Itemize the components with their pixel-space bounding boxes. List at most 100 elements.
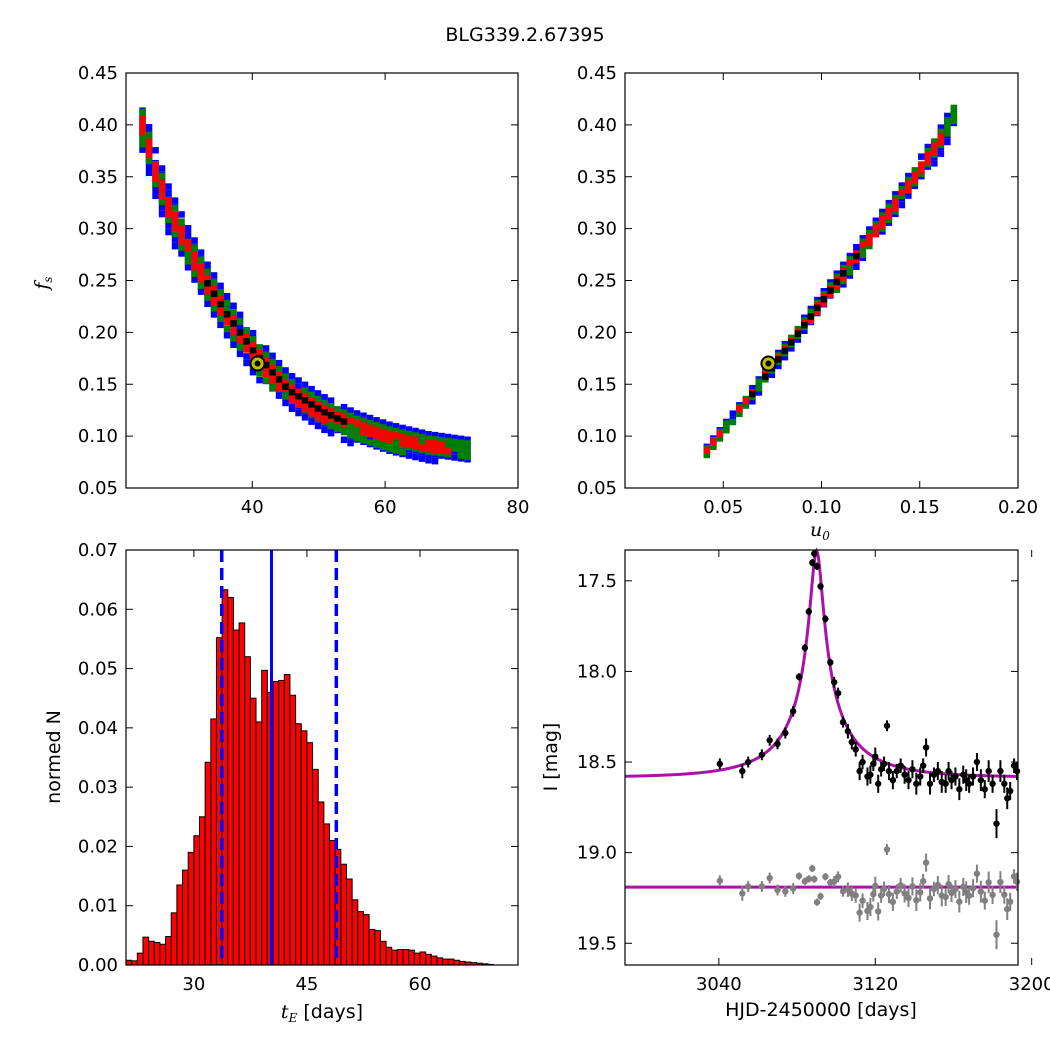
y-tick-label: 0.40 xyxy=(577,115,617,136)
contour-cell-1sigma xyxy=(905,180,912,187)
contour-cell-3sigma xyxy=(145,163,153,170)
contour-cell-3sigma xyxy=(217,321,224,329)
x-tick-label: 60 xyxy=(409,974,432,995)
contour-cell-best xyxy=(749,390,756,398)
contour-cell-3sigma xyxy=(308,385,315,393)
histogram-bar xyxy=(159,943,167,966)
residual-point xyxy=(993,931,1000,938)
contour-cell-1sigma xyxy=(158,186,166,193)
data-point xyxy=(960,771,967,778)
contour-cell-2sigma xyxy=(347,432,354,439)
contour-cell-2sigma xyxy=(405,430,413,438)
contour-cell-1sigma xyxy=(386,437,393,444)
axis-ticks: 40 60 80 0.05 0.10 0.15 0.20 0.25 0.30 0.35 0.40 0.… xyxy=(78,63,530,518)
data-point xyxy=(880,760,888,768)
contour-cell-1sigma xyxy=(295,401,302,409)
data-point xyxy=(739,767,746,775)
contour-cell-1sigma xyxy=(911,170,919,178)
y-tick-label: 0.20 xyxy=(577,322,617,343)
contour-cell-2sigma xyxy=(184,258,192,265)
contour-cell-1sigma xyxy=(347,417,354,424)
contour-cell-3sigma xyxy=(275,359,283,367)
contour-cell-best xyxy=(775,356,782,363)
contour-cell-2sigma xyxy=(444,437,452,445)
contour-cell-1sigma xyxy=(924,151,932,159)
contour-cell-3sigma xyxy=(256,376,263,384)
contour-cell-1sigma xyxy=(327,408,335,415)
y-tick-label: 0.15 xyxy=(78,374,118,395)
panel-light-curve: 3040 3120 3200 17.5 18.0 18.5 19.0 19.5 I [mag]… xyxy=(540,547,1050,1021)
residual-point xyxy=(969,885,977,892)
contour-cell-1sigma xyxy=(373,433,380,440)
residual-point xyxy=(739,890,746,897)
residual-point xyxy=(926,895,934,902)
histogram-bar xyxy=(413,952,421,966)
data-point xyxy=(1013,767,1021,775)
contour-cell-3sigma xyxy=(457,435,465,443)
residual-point xyxy=(872,882,879,890)
contour-cell-1sigma xyxy=(742,397,750,405)
contour-cell-2sigma xyxy=(425,435,432,442)
contour-cell-2sigma xyxy=(217,315,224,322)
contour-cell-3sigma xyxy=(386,421,393,428)
y-tick-label: 19.5 xyxy=(577,933,617,954)
contour-cell-3sigma xyxy=(379,419,387,426)
y-tick-label: 0.30 xyxy=(577,219,617,240)
y-tick-label: 0.05 xyxy=(78,478,118,499)
contour-cell-3sigma xyxy=(846,272,854,279)
panel-te-histogram: 30 45 60 0.00 0.01 0.02 0.03 0.04 0.05 0.06 0.07 n… xyxy=(43,540,519,1025)
residual-point xyxy=(893,888,900,895)
contour-cell-1sigma xyxy=(431,446,439,454)
residual-point xyxy=(897,882,904,889)
contour-cell-3sigma xyxy=(898,182,906,189)
data-point xyxy=(981,786,988,793)
contour-cell-3sigma xyxy=(853,244,860,251)
contour-cell-2sigma xyxy=(937,128,945,136)
residual-point xyxy=(766,874,773,882)
histogram-bar xyxy=(402,949,410,966)
contour-cell-best xyxy=(230,320,237,327)
contour-cell-1sigma xyxy=(191,264,198,271)
contour-cell-1sigma xyxy=(360,428,367,436)
contour-cell-2sigma xyxy=(334,425,341,433)
contour-cell-2sigma xyxy=(386,445,393,453)
contour-cell-3sigma xyxy=(249,368,257,376)
contour-cell-2sigma xyxy=(392,427,400,435)
contour-cell-1sigma xyxy=(217,308,224,316)
x-tick-label: 0.20 xyxy=(998,497,1038,518)
contour-cell-1sigma xyxy=(827,291,834,299)
contour-cell-2sigma xyxy=(944,123,951,131)
contour-cell-2sigma xyxy=(171,230,179,238)
contour-cell-2sigma xyxy=(178,244,185,251)
residual-point xyxy=(744,883,752,890)
residual-point xyxy=(805,875,812,883)
contour-cell-2sigma xyxy=(418,440,426,447)
data-point xyxy=(917,773,924,780)
histogram-bar xyxy=(170,912,178,966)
contour-cell-2sigma xyxy=(464,453,471,460)
contour-cell-1sigma xyxy=(405,441,413,448)
contour-cell-1sigma xyxy=(937,132,945,140)
contour-cell-3sigma xyxy=(165,189,172,197)
contour-cell-3sigma xyxy=(931,160,938,167)
contour-cell-1sigma xyxy=(814,308,821,316)
contour-cell-1sigma xyxy=(405,435,413,442)
histogram-bar xyxy=(323,823,331,966)
contour-cell-2sigma xyxy=(158,172,166,180)
contour-cell-1sigma xyxy=(236,337,244,344)
data-point xyxy=(805,608,812,615)
contour-cell-1sigma xyxy=(399,440,406,447)
contour-cell-3sigma xyxy=(314,422,322,430)
contour-cell-3sigma xyxy=(191,276,198,283)
contour-cell-3sigma xyxy=(145,169,153,176)
residual-point xyxy=(922,859,930,866)
contour-cell-3sigma xyxy=(898,201,906,209)
contour-cell-3sigma xyxy=(230,302,237,309)
data-point xyxy=(919,762,927,769)
contour-cell-best xyxy=(282,383,289,390)
contour-cell-best xyxy=(217,300,224,308)
contour-cell-3sigma xyxy=(366,414,374,422)
histogram-bar xyxy=(131,960,138,966)
contour-cell-2sigma xyxy=(197,256,205,263)
contour-cell-3sigma xyxy=(249,329,257,337)
